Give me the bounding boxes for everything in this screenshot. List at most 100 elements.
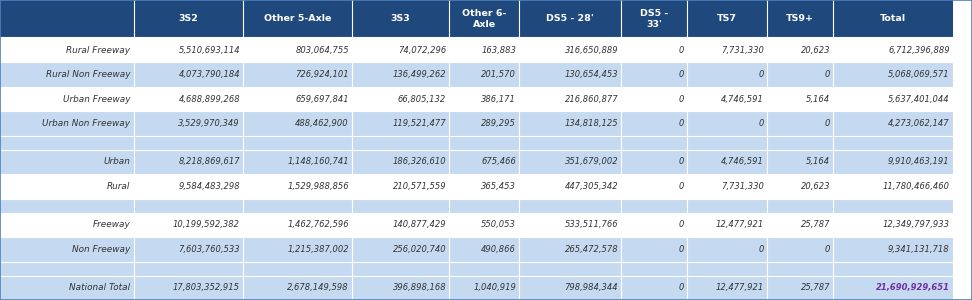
Text: 726,924,101: 726,924,101 <box>295 70 349 79</box>
FancyBboxPatch shape <box>767 150 833 174</box>
FancyBboxPatch shape <box>621 199 687 213</box>
Text: 0: 0 <box>678 220 684 230</box>
Text: Urban Non Freeway: Urban Non Freeway <box>42 119 130 128</box>
FancyBboxPatch shape <box>243 38 352 62</box>
FancyBboxPatch shape <box>519 199 621 213</box>
FancyBboxPatch shape <box>621 276 687 300</box>
Text: 25,787: 25,787 <box>801 283 830 292</box>
FancyBboxPatch shape <box>449 174 519 199</box>
FancyBboxPatch shape <box>243 276 352 300</box>
Text: 365,453: 365,453 <box>481 182 516 191</box>
FancyBboxPatch shape <box>833 87 953 111</box>
Text: 1,529,988,856: 1,529,988,856 <box>288 182 349 191</box>
FancyBboxPatch shape <box>687 150 767 174</box>
Text: Total: Total <box>880 14 906 23</box>
Text: 20,623: 20,623 <box>801 182 830 191</box>
FancyBboxPatch shape <box>243 0 352 38</box>
FancyBboxPatch shape <box>621 150 687 174</box>
FancyBboxPatch shape <box>449 136 519 150</box>
FancyBboxPatch shape <box>621 87 687 111</box>
Text: Rural Non Freeway: Rural Non Freeway <box>46 70 130 79</box>
FancyBboxPatch shape <box>519 87 621 111</box>
FancyBboxPatch shape <box>134 199 243 213</box>
FancyBboxPatch shape <box>449 150 519 174</box>
FancyBboxPatch shape <box>519 174 621 199</box>
FancyBboxPatch shape <box>833 38 953 62</box>
FancyBboxPatch shape <box>0 0 134 38</box>
Text: 316,650,889: 316,650,889 <box>565 46 618 55</box>
Text: 3S2: 3S2 <box>179 14 198 23</box>
Text: 9,584,483,298: 9,584,483,298 <box>179 182 240 191</box>
Text: 0: 0 <box>758 245 764 254</box>
FancyBboxPatch shape <box>833 199 953 213</box>
FancyBboxPatch shape <box>687 62 767 87</box>
FancyBboxPatch shape <box>519 237 621 262</box>
Text: 7,731,330: 7,731,330 <box>721 46 764 55</box>
FancyBboxPatch shape <box>0 174 134 199</box>
FancyBboxPatch shape <box>0 150 134 174</box>
FancyBboxPatch shape <box>134 174 243 199</box>
FancyBboxPatch shape <box>134 213 243 237</box>
FancyBboxPatch shape <box>687 174 767 199</box>
Text: Urban: Urban <box>103 158 130 166</box>
FancyBboxPatch shape <box>519 62 621 87</box>
FancyBboxPatch shape <box>833 136 953 150</box>
FancyBboxPatch shape <box>449 111 519 136</box>
Text: 216,860,877: 216,860,877 <box>565 94 618 103</box>
Text: TS9+: TS9+ <box>786 14 814 23</box>
FancyBboxPatch shape <box>0 262 134 276</box>
FancyBboxPatch shape <box>0 87 134 111</box>
FancyBboxPatch shape <box>352 0 449 38</box>
Text: 289,295: 289,295 <box>481 119 516 128</box>
FancyBboxPatch shape <box>243 62 352 87</box>
FancyBboxPatch shape <box>134 262 243 276</box>
Text: 0: 0 <box>824 119 830 128</box>
FancyBboxPatch shape <box>519 262 621 276</box>
FancyBboxPatch shape <box>621 38 687 62</box>
Text: 0: 0 <box>678 283 684 292</box>
FancyBboxPatch shape <box>352 174 449 199</box>
Text: 10,199,592,382: 10,199,592,382 <box>173 220 240 230</box>
FancyBboxPatch shape <box>352 199 449 213</box>
Text: 4,746,591: 4,746,591 <box>721 94 764 103</box>
FancyBboxPatch shape <box>833 150 953 174</box>
Text: 5,164: 5,164 <box>806 158 830 166</box>
FancyBboxPatch shape <box>134 150 243 174</box>
FancyBboxPatch shape <box>833 0 953 38</box>
Text: 8,218,869,617: 8,218,869,617 <box>179 158 240 166</box>
Text: 0: 0 <box>758 70 764 79</box>
FancyBboxPatch shape <box>767 62 833 87</box>
Text: 396,898,168: 396,898,168 <box>393 283 446 292</box>
Text: 25,787: 25,787 <box>801 220 830 230</box>
Text: 659,697,841: 659,697,841 <box>295 94 349 103</box>
Text: 66,805,132: 66,805,132 <box>398 94 446 103</box>
FancyBboxPatch shape <box>833 62 953 87</box>
Text: 136,499,262: 136,499,262 <box>393 70 446 79</box>
Text: 488,462,900: 488,462,900 <box>295 119 349 128</box>
FancyBboxPatch shape <box>519 136 621 150</box>
FancyBboxPatch shape <box>687 0 767 38</box>
FancyBboxPatch shape <box>767 276 833 300</box>
Text: 798,984,344: 798,984,344 <box>565 283 618 292</box>
FancyBboxPatch shape <box>767 174 833 199</box>
FancyBboxPatch shape <box>243 199 352 213</box>
Text: 0: 0 <box>824 245 830 254</box>
Text: 351,679,002: 351,679,002 <box>565 158 618 166</box>
FancyBboxPatch shape <box>449 38 519 62</box>
Text: 12,477,921: 12,477,921 <box>715 220 764 230</box>
Text: 0: 0 <box>824 70 830 79</box>
Text: Non Freeway: Non Freeway <box>72 245 130 254</box>
FancyBboxPatch shape <box>621 237 687 262</box>
Text: 20,623: 20,623 <box>801 46 830 55</box>
FancyBboxPatch shape <box>449 0 519 38</box>
FancyBboxPatch shape <box>767 199 833 213</box>
FancyBboxPatch shape <box>352 111 449 136</box>
FancyBboxPatch shape <box>621 62 687 87</box>
Text: Rural: Rural <box>107 182 130 191</box>
FancyBboxPatch shape <box>0 62 134 87</box>
Text: 0: 0 <box>678 245 684 254</box>
FancyBboxPatch shape <box>767 262 833 276</box>
Text: 9,910,463,191: 9,910,463,191 <box>888 158 950 166</box>
FancyBboxPatch shape <box>767 237 833 262</box>
FancyBboxPatch shape <box>687 136 767 150</box>
